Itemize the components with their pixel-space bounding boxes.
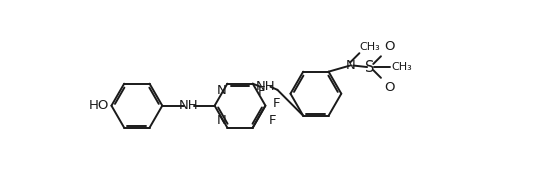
Text: CH₃: CH₃ xyxy=(359,42,380,52)
Text: HO: HO xyxy=(89,99,109,112)
Text: N: N xyxy=(217,114,227,127)
Text: N: N xyxy=(217,84,227,97)
Text: NH: NH xyxy=(179,99,198,112)
Text: N: N xyxy=(345,59,355,72)
Text: O: O xyxy=(384,40,395,53)
Text: F: F xyxy=(257,85,265,98)
Text: S: S xyxy=(365,60,375,74)
Text: NH: NH xyxy=(255,80,275,93)
Text: F: F xyxy=(273,97,280,110)
Text: F: F xyxy=(269,114,276,127)
Text: O: O xyxy=(384,81,395,94)
Text: CH₃: CH₃ xyxy=(392,62,412,72)
